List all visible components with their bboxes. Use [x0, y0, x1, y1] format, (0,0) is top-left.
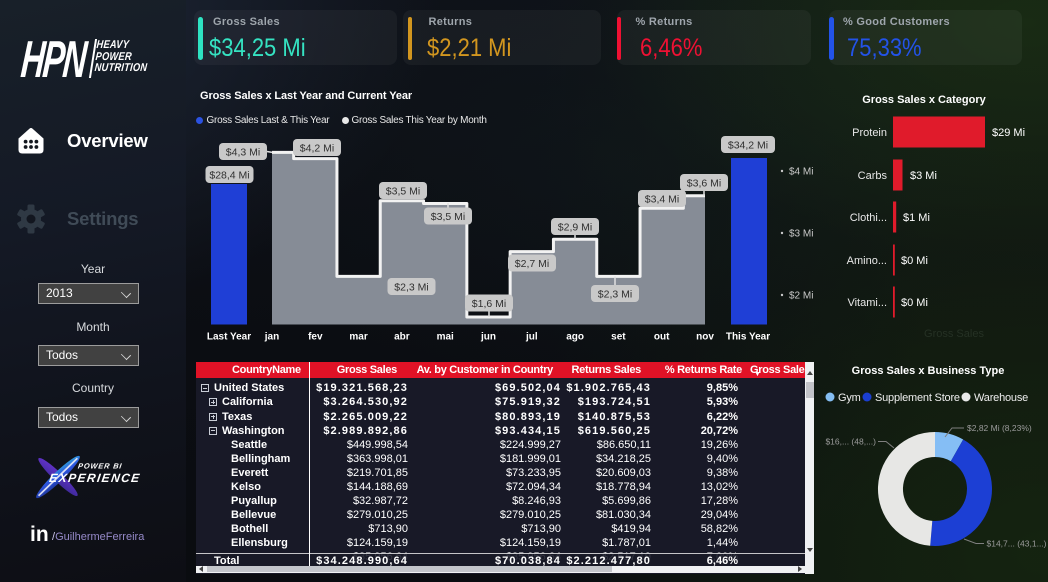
svg-text:$3 Mi: $3 Mi — [910, 170, 937, 182]
svg-text:Last Year: Last Year — [207, 332, 251, 343]
svg-text:$2,3 Mi: $2,3 Mi — [598, 289, 632, 301]
svg-text:$4,3 Mi: $4,3 Mi — [226, 147, 260, 159]
svg-text:$4 Mi: $4 Mi — [789, 167, 813, 178]
svg-text:$3,4 Mi: $3,4 Mi — [645, 194, 679, 206]
svg-text:$29 Mi: $29 Mi — [992, 127, 1025, 139]
svg-text:Gross Sales x Category: Gross Sales x Category — [862, 94, 986, 106]
svg-text:Supplement Store: Supplement Store — [875, 392, 960, 404]
svg-text:Amino...: Amino... — [847, 255, 887, 267]
svg-text:Carbs: Carbs — [858, 170, 888, 182]
svg-text:abr: abr — [394, 332, 410, 343]
svg-text:Gym: Gym — [838, 392, 861, 404]
svg-text:$3,5 Mi: $3,5 Mi — [431, 211, 465, 223]
svg-text:$1 Mi: $1 Mi — [903, 212, 930, 224]
svg-text:out: out — [654, 332, 670, 343]
svg-text:jan: jan — [264, 332, 279, 343]
svg-text:$4,2 Mi: $4,2 Mi — [300, 143, 334, 155]
svg-text:This Year: This Year — [726, 332, 770, 343]
svg-text:$16,... (48,...): $16,... (48,...) — [825, 437, 876, 447]
svg-text:Protein: Protein — [852, 127, 887, 139]
svg-text:Gross Sales: Gross Sales — [924, 328, 984, 340]
svg-text:$2,82 Mi (8,23%): $2,82 Mi (8,23%) — [967, 423, 1032, 433]
svg-text:$3,6 Mi: $3,6 Mi — [687, 178, 721, 190]
svg-text:$2 Mi: $2 Mi — [789, 291, 813, 302]
svg-text:$0 Mi: $0 Mi — [901, 255, 928, 267]
svg-text:$3 Mi: $3 Mi — [789, 229, 813, 240]
svg-text:nov: nov — [696, 332, 714, 343]
svg-text:ago: ago — [566, 332, 584, 343]
svg-text:Clothi...: Clothi... — [850, 212, 887, 224]
svg-text:Vitami...: Vitami... — [847, 297, 887, 309]
svg-text:$34,2 Mi: $34,2 Mi — [728, 140, 768, 152]
svg-text:set: set — [611, 332, 626, 343]
svg-text:$2,7 Mi: $2,7 Mi — [515, 258, 549, 270]
svg-text:jun: jun — [480, 332, 496, 343]
svg-text:$0 Mi: $0 Mi — [901, 297, 928, 309]
svg-text:$14,7... (43,1...): $14,7... (43,1...) — [987, 539, 1047, 549]
svg-text:$28,4 Mi: $28,4 Mi — [209, 170, 249, 182]
svg-text:$3,5 Mi: $3,5 Mi — [386, 186, 420, 198]
svg-text:mar: mar — [349, 332, 367, 343]
svg-text:Gross Sales x Business Type: Gross Sales x Business Type — [852, 365, 1005, 377]
svg-text:$2,9 Mi: $2,9 Mi — [558, 222, 592, 234]
svg-text:POWER BI: POWER BI — [77, 462, 123, 471]
svg-text:$2,3 Mi: $2,3 Mi — [394, 282, 428, 294]
svg-text:Warehouse: Warehouse — [974, 392, 1028, 404]
svg-text:fev: fev — [308, 332, 323, 343]
svg-text:EXPERIENCE: EXPERIENCE — [48, 471, 141, 485]
svg-text:jul: jul — [525, 332, 538, 343]
svg-text:mai: mai — [437, 332, 454, 343]
svg-text:$1,6 Mi: $1,6 Mi — [472, 298, 506, 310]
